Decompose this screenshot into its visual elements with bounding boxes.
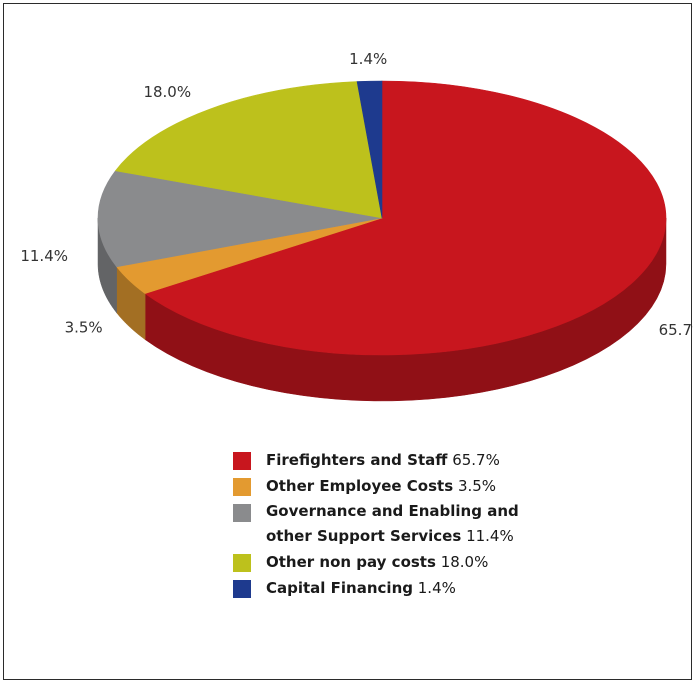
legend-label-line2: other Support Services: [266, 527, 462, 545]
pie-slice-2: [97, 170, 383, 268]
legend-swatch: [233, 554, 251, 572]
slice-value-label: 18.0%: [143, 83, 191, 101]
pie-slice-4: [356, 80, 383, 219]
chart-frame: 65.7% 3.5% 11.4% 18.0% 1.4% Firefighters and…: [3, 3, 693, 680]
legend-value: 1.4%: [417, 579, 456, 597]
slice-value-label: 1.4%: [349, 50, 387, 68]
slice-value-label: 65.7%: [659, 321, 693, 339]
legend-value: 3.5%: [457, 477, 497, 495]
slice-value-label: 11.4%: [20, 247, 68, 265]
slice-value-label: 3.5%: [65, 318, 103, 336]
legend-swatch: [233, 580, 251, 598]
legend-label: Other Employee Costs: [266, 477, 454, 495]
legend-value: 11.4%: [466, 527, 514, 545]
legend-label: Capital Financing: [266, 579, 413, 597]
pie-slice-3: [114, 81, 383, 219]
legend-label-line1: Governance and Enabling and: [266, 502, 519, 520]
legend-label: Other non pay costs: [266, 553, 436, 571]
legend-swatch: [233, 504, 251, 522]
pie-chart: 65.7% 3.5% 11.4% 18.0% 1.4%: [20, 50, 693, 402]
legend-value: 65.7%: [452, 451, 500, 469]
legend-swatch: [233, 478, 251, 496]
legend-label: Firefighters and Staff: [266, 451, 448, 469]
pie-slice-0: [144, 80, 667, 356]
legend-value: 18.0%: [440, 553, 489, 571]
legend-swatch: [233, 452, 251, 470]
